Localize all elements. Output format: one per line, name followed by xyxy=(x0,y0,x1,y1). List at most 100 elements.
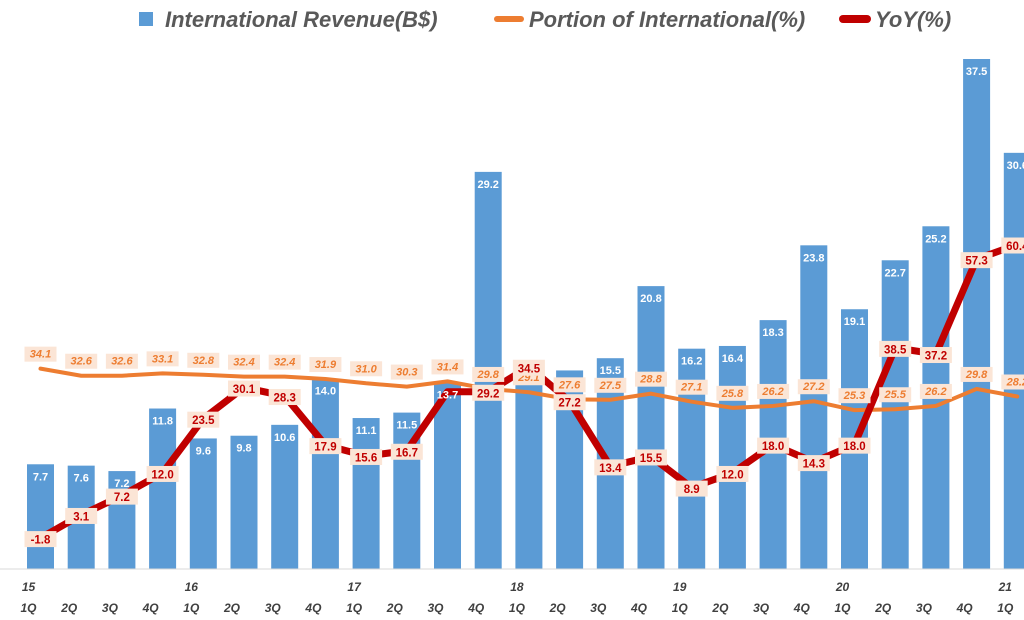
revenue-bar xyxy=(434,382,461,569)
portion-label-background xyxy=(797,379,830,395)
revenue-bar xyxy=(271,424,299,569)
portion-data-label: 26.2 xyxy=(919,383,952,399)
portion-data-label: 29.8 xyxy=(472,366,505,382)
portion-label-text: 25.8 xyxy=(721,388,744,400)
revenue-bar-label: 19.1 xyxy=(844,316,865,328)
x-tick-quarter: 4Q xyxy=(142,601,160,615)
portion-data-label: 27.5 xyxy=(594,377,627,393)
x-tick-quarter: 4Q xyxy=(630,601,648,615)
x-tick-year: 20 xyxy=(835,580,850,594)
legend-revenue: International Revenue(B$) xyxy=(139,7,438,32)
x-tick-quarter: 3Q xyxy=(590,601,607,615)
yoy-data-label: 18.0 xyxy=(757,437,790,454)
revenue-bar xyxy=(1003,152,1024,569)
yoy-data-label: 28.3 xyxy=(268,389,301,406)
yoy-label-text: 12.0 xyxy=(721,469,743,481)
portion-data-label: 32.4 xyxy=(228,354,260,370)
revenue-bar xyxy=(189,438,217,569)
x-axis-ticks: 15 1Q 2Q 3Q 4Q 16 1Q 2Q 3Q 4Q 17 1Q 2Q 3Q 4Q 18 1Q 2Q 3Q 4Q… xyxy=(20,580,1013,615)
revenue-bar-label: 7.2 xyxy=(114,478,129,490)
portion-data-label: 32.4 xyxy=(268,354,301,370)
x-tick-year: 18 xyxy=(510,580,524,594)
yoy-label-text: 16.7 xyxy=(396,447,418,459)
portion-label-background xyxy=(716,385,749,401)
revenue-bar-label: 29.2 xyxy=(477,179,498,191)
portion-label-background xyxy=(24,346,57,362)
yoy-label-background xyxy=(105,488,138,505)
legend-yoy: YoY(%) xyxy=(839,7,951,32)
revenue-bar xyxy=(311,378,339,569)
revenue-bar-label: 37.5 xyxy=(966,66,987,78)
portion-data-label: 32.6 xyxy=(65,353,98,369)
yoy-data-label: 34.5 xyxy=(512,359,545,376)
yoy-label-background xyxy=(797,455,830,472)
x-tick-quarter: 2Q xyxy=(711,601,729,615)
yoy-label-background xyxy=(512,359,545,376)
legend-label: International Revenue(B$) xyxy=(165,7,438,32)
revenue-bars xyxy=(27,59,1024,569)
yoy-label-background xyxy=(716,465,749,482)
x-tick-quarter: 3Q xyxy=(427,601,444,615)
yoy-label-text: 30.1 xyxy=(233,384,256,396)
yoy-data-label: 60.4 xyxy=(1001,237,1024,254)
yoy-label-background xyxy=(635,449,667,466)
yoy-label-text: 18.0 xyxy=(762,441,784,453)
yoy-label-text: 23.5 xyxy=(192,415,215,427)
yoy-label-background xyxy=(838,437,871,454)
x-tick-year: 15 xyxy=(22,580,36,594)
portion-label-background xyxy=(879,387,912,403)
x-tick-year: 17 xyxy=(347,580,362,594)
portion-line-series xyxy=(38,366,1020,413)
revenue-bar xyxy=(718,345,746,569)
portion-data-label: 28.2 xyxy=(1001,374,1024,390)
yoy-label-text: 34.5 xyxy=(518,363,541,375)
x-tick-quarter: 3Q xyxy=(753,601,770,615)
portion-data-label: 25.8 xyxy=(716,385,749,401)
yoy-label-text: 12.0 xyxy=(151,469,173,481)
revenue-bar-label: 15.5 xyxy=(600,365,621,377)
portion-label-text: 27.1 xyxy=(680,382,702,394)
portion-label-text: 28.8 xyxy=(639,374,662,386)
yoy-data-label: 15.6 xyxy=(350,448,383,465)
portion-label-text: 31.0 xyxy=(355,363,377,375)
portion-label-background xyxy=(350,361,383,377)
portion-label-text: 25.3 xyxy=(843,390,865,402)
portion-label-text: 33.1 xyxy=(152,353,173,365)
x-tick-quarter: 1Q xyxy=(346,601,363,615)
portion-data-label: 27.6 xyxy=(553,377,586,393)
portion-label-text: 32.4 xyxy=(233,357,254,369)
x-tick-quarter: 3Q xyxy=(102,601,119,615)
portion-data-label: 31.4 xyxy=(431,359,464,375)
yoy-label-background xyxy=(309,438,342,455)
portion-label-text: 32.8 xyxy=(193,355,215,367)
revenue-bar-label: 11.8 xyxy=(152,416,173,428)
revenue-bar-label: 7.6 xyxy=(74,473,89,485)
yoy-data-label: 38.5 xyxy=(879,340,912,357)
portion-label-background xyxy=(187,352,220,368)
revenue-bar-label: 22.7 xyxy=(884,267,905,279)
portion-label-text: 30.3 xyxy=(396,367,417,379)
x-tick-quarter: 4Q xyxy=(304,601,322,615)
yoy-data-label: 17.9 xyxy=(309,438,342,455)
x-tick-quarter: 1Q xyxy=(509,601,526,615)
x-tick-year: 21 xyxy=(998,580,1013,594)
yoy-label-background xyxy=(187,411,220,428)
portion-label-background xyxy=(472,366,505,382)
x-tick-quarter: 4Q xyxy=(956,601,974,615)
revenue-bar-labels: 7.7 7.6 7.2 11.8 9.6 9.8 10.6 14.0 11.1 11.5 13.7 2… xyxy=(33,66,1024,490)
revenue-bar xyxy=(352,418,380,569)
yoy-data-labels: -1.8 3.1 7.2 12.0 23.5 30.1 28.3 17.9 15.6 16.7 29… xyxy=(24,237,1024,548)
legend-label: YoY(%) xyxy=(875,7,951,32)
portion-label-text: 29.8 xyxy=(965,369,988,381)
portion-label-text: 32.4 xyxy=(274,357,295,369)
portion-data-label: 28.8 xyxy=(635,371,667,387)
portion-label-text: 27.6 xyxy=(558,379,581,391)
legend-label: Portion of International(%) xyxy=(529,7,805,32)
portion-label-background xyxy=(65,353,98,369)
x-tick-quarter: 1Q xyxy=(183,601,200,615)
yoy-data-label: 14.3 xyxy=(797,455,830,472)
yoy-label-text: 38.5 xyxy=(884,344,907,356)
yoy-label-text: 8.9 xyxy=(684,484,700,496)
yoy-label-background xyxy=(757,437,790,454)
